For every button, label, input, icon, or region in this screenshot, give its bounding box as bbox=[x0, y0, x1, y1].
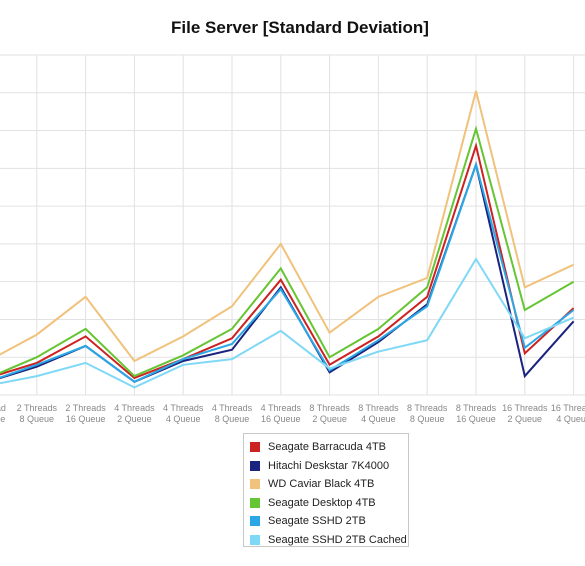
x-tick-label: 4 Threads 16 Queue bbox=[261, 403, 302, 424]
x-tick-label: 4 Threads 8 Queue bbox=[212, 403, 253, 424]
series-line bbox=[0, 141, 575, 380]
legend-item: Seagate Desktop 4TB bbox=[250, 494, 408, 513]
x-tick-label: 1 Thread1 Queue bbox=[0, 403, 6, 424]
x-tick-label: 2 Threads 16 Queue bbox=[65, 403, 106, 424]
legend-label: Seagate SSHD 2TB bbox=[268, 515, 366, 528]
x-tick-label: 2 Threads 8 Queue bbox=[17, 403, 58, 424]
series-lines bbox=[0, 90, 575, 389]
x-tick-label: 4 Threads 4 Queue bbox=[163, 403, 204, 424]
legend-swatch bbox=[250, 442, 260, 453]
series-line bbox=[0, 161, 575, 383]
legend-item: Seagate SSHD 2TB Cached bbox=[250, 531, 408, 550]
legend-item: Seagate SSHD 2TB bbox=[250, 512, 408, 531]
legend-swatch bbox=[250, 460, 260, 471]
chart-title: File Server [Standard Deviation] bbox=[171, 18, 429, 37]
legend-swatch bbox=[250, 534, 260, 545]
legend-label: Seagate SSHD 2TB Cached bbox=[268, 533, 407, 546]
legend-label: Seagate Barracuda 4TB bbox=[268, 441, 387, 454]
legend-swatch bbox=[250, 479, 260, 490]
x-tick-label: 16 Threads 2 Queue bbox=[502, 403, 548, 424]
series-line bbox=[0, 257, 574, 389]
x-tick-label: 8 Threads 4 Queue bbox=[358, 403, 399, 424]
legend-swatch bbox=[250, 516, 260, 527]
legend-item: WD Caviar Black 4TB bbox=[250, 475, 408, 494]
legend-item: Hitachi Deskstar 7K4000 bbox=[250, 457, 408, 476]
grid-lines bbox=[0, 54, 585, 396]
legend-label: WD Caviar Black 4TB bbox=[268, 478, 375, 491]
series-line bbox=[0, 90, 575, 363]
x-tick-label: 8 Threads 16 Queue bbox=[456, 403, 497, 424]
legend-label: Hitachi Deskstar 7K4000 bbox=[268, 459, 390, 472]
x-tick-label: 4 Threads 2 Queue bbox=[114, 403, 155, 424]
legend: Seagate Barracuda 4TB Hitachi Deskstar 7K… bbox=[243, 433, 409, 547]
legend-item: Seagate Barracuda 4TB bbox=[250, 438, 408, 457]
series-line bbox=[0, 125, 575, 378]
x-tick-label: 8 Threads 2 Queue bbox=[309, 403, 350, 424]
x-tick-label: 8 Threads 8 Queue bbox=[407, 403, 448, 424]
legend-swatch bbox=[250, 497, 260, 508]
legend-label: Seagate Desktop 4TB bbox=[268, 496, 376, 509]
